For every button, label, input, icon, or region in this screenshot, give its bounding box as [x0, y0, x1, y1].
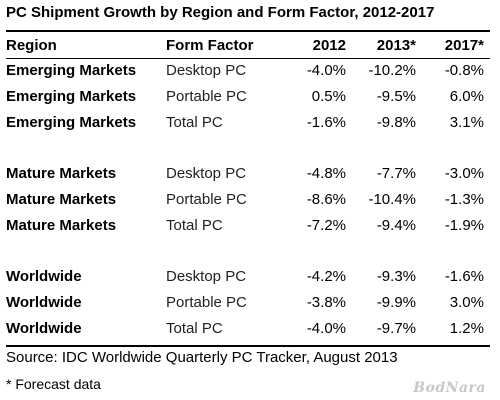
value-2012-cell: -8.6%: [306, 191, 346, 209]
form-factor-cell: Portable PC: [166, 294, 247, 312]
region-cell: Mature Markets: [6, 191, 117, 209]
value-2017-cell: -3.0%: [444, 165, 484, 183]
spacer-cell: [6, 238, 490, 264]
column-header-form-factor: Form Factor: [166, 36, 254, 54]
shipment-growth-table: Region Form Factor 2012 2013* 2017* Emer…: [6, 32, 490, 341]
value-2013-cell: -9.4%: [376, 216, 416, 234]
value-2012-cell: -4.8%: [306, 165, 346, 183]
source-note: Source: IDC Worldwide Quarterly PC Track…: [6, 349, 398, 366]
value-2012-cell: 0.5%: [311, 88, 346, 106]
watermark-logo: BodNara: [413, 380, 486, 396]
table-row: Mature Markets Desktop PC -4.8% -7.7% -3.0%: [6, 161, 490, 187]
value-2013-cell: -10.4%: [368, 191, 416, 209]
table-row: Worldwide Portable PC -3.8% -9.9% 3.0%: [6, 290, 490, 316]
table-row: Emerging Markets Portable PC 0.5% -9.5% 6.0%: [6, 84, 490, 110]
table-row: Emerging Markets Total PC -1.6% -9.8% 3.1%: [6, 109, 490, 135]
form-factor-cell: Portable PC: [166, 191, 247, 209]
forecast-footnote: * Forecast data: [6, 376, 101, 392]
value-2013-cell: -10.2%: [368, 62, 416, 80]
form-factor-cell: Desktop PC: [166, 62, 247, 80]
spacer-cell: [6, 135, 490, 161]
value-2017-cell: -0.8%: [444, 62, 484, 80]
region-cell: Worldwide: [6, 294, 82, 312]
table-row: Worldwide Desktop PC -4.2% -9.3% -1.6%: [6, 264, 490, 290]
table-row: Worldwide Total PC -4.0% -9.7% 1.2%: [6, 316, 490, 342]
table-row: Emerging Markets Desktop PC -4.0% -10.2% -0.…: [6, 58, 490, 84]
value-2017-cell: 3.1%: [449, 113, 484, 131]
region-cell: Worldwide: [6, 319, 82, 337]
region-cell: Emerging Markets: [6, 62, 137, 80]
value-2012-cell: -4.0%: [306, 62, 346, 80]
value-2017-cell: -1.6%: [444, 268, 484, 286]
value-2017-cell: -1.9%: [444, 216, 484, 234]
value-2017-cell: -1.3%: [444, 191, 484, 209]
column-header-2013: 2013*: [376, 36, 416, 54]
table-row: Mature Markets Total PC -7.2% -9.4% -1.9%: [6, 212, 490, 238]
table-title: PC Shipment Growth by Region and Form Fa…: [6, 4, 435, 21]
value-2017-cell: 6.0%: [449, 88, 484, 106]
value-2013-cell: -9.3%: [376, 268, 416, 286]
region-cell: Worldwide: [6, 268, 82, 286]
group-spacer: [6, 238, 490, 264]
bottom-rule: [6, 345, 490, 347]
value-2013-cell: -9.8%: [376, 113, 416, 131]
value-2013-cell: -9.5%: [376, 88, 416, 106]
value-2013-cell: -9.9%: [376, 294, 416, 312]
region-cell: Mature Markets: [6, 216, 117, 234]
header-rule: [6, 58, 490, 59]
column-header-region: Region: [6, 36, 57, 54]
form-factor-cell: Total PC: [166, 319, 223, 337]
value-2017-cell: 1.2%: [449, 319, 484, 337]
value-2012-cell: -1.6%: [306, 113, 346, 131]
header-row: Region Form Factor 2012 2013* 2017*: [6, 32, 490, 58]
column-header-2017: 2017*: [444, 36, 484, 54]
form-factor-cell: Total PC: [166, 113, 223, 131]
value-2012-cell: -3.8%: [306, 294, 346, 312]
form-factor-cell: Total PC: [166, 216, 223, 234]
column-header-2012: 2012: [312, 36, 346, 54]
value-2012-cell: -7.2%: [306, 216, 346, 234]
value-2017-cell: 3.0%: [449, 294, 484, 312]
region-cell: Emerging Markets: [6, 113, 137, 131]
region-cell: Mature Markets: [6, 165, 117, 183]
value-2012-cell: -4.0%: [306, 319, 346, 337]
value-2012-cell: -4.2%: [306, 268, 346, 286]
region-cell: Emerging Markets: [6, 88, 137, 106]
value-2013-cell: -9.7%: [376, 319, 416, 337]
value-2013-cell: -7.7%: [376, 165, 416, 183]
group-spacer: [6, 135, 490, 161]
table-row: Mature Markets Portable PC -8.6% -10.4% -1.3…: [6, 187, 490, 213]
form-factor-cell: Desktop PC: [166, 268, 247, 286]
form-factor-cell: Desktop PC: [166, 165, 247, 183]
form-factor-cell: Portable PC: [166, 88, 247, 106]
top-rule: [6, 30, 490, 32]
